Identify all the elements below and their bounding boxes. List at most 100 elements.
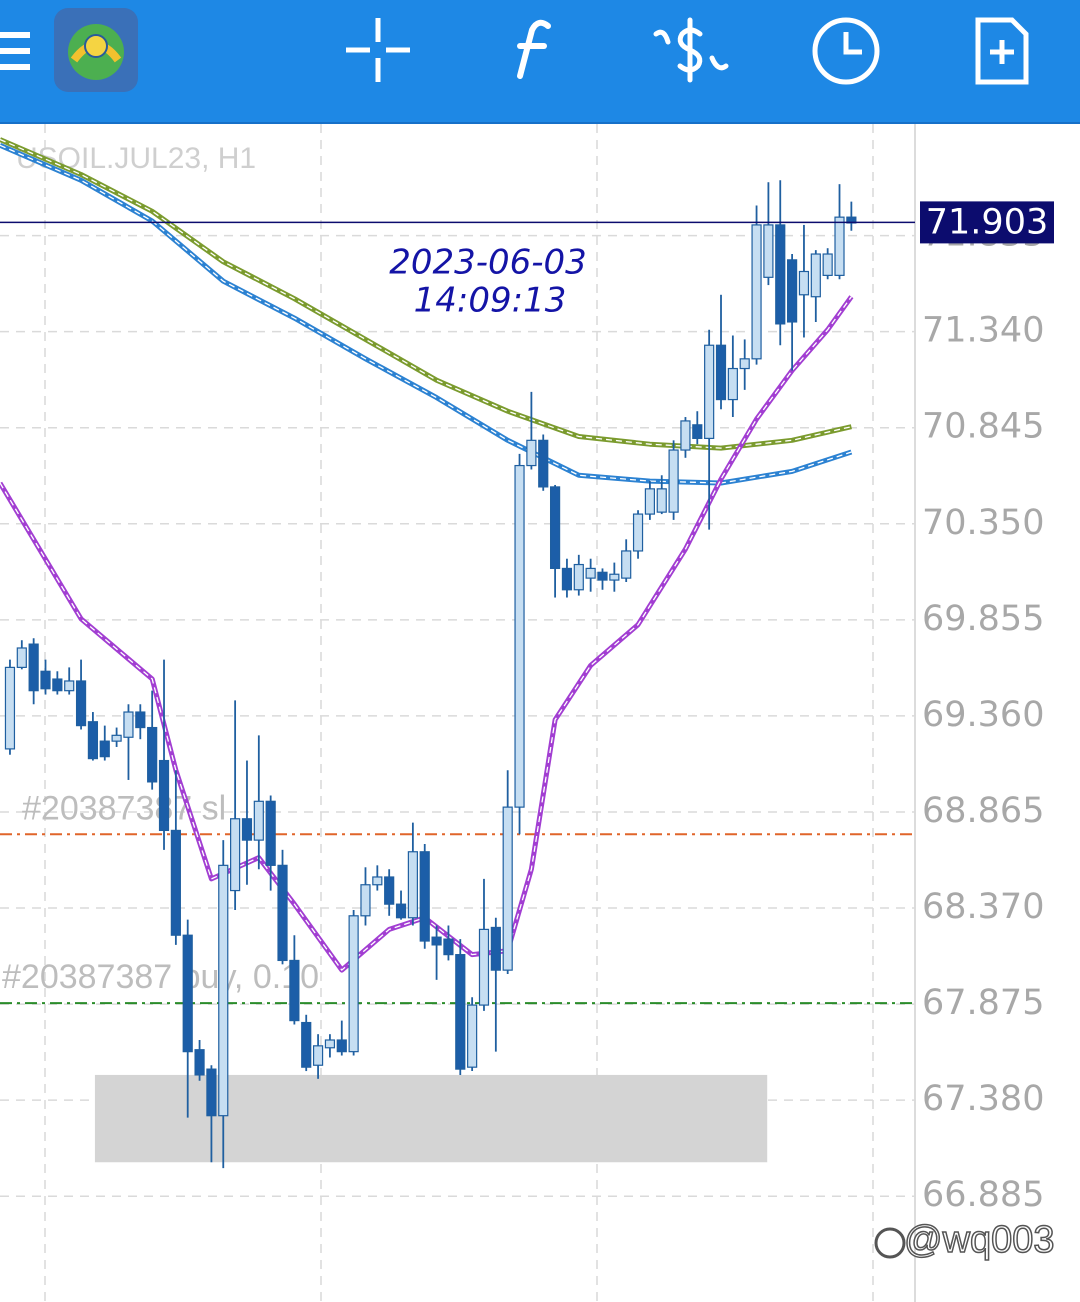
candle-body (40, 670, 51, 690)
y-tick-label: 68.370 (922, 887, 1044, 927)
candle-body (182, 934, 193, 1053)
candle-body (253, 800, 264, 841)
icon-clock-hands (843, 32, 862, 55)
new-order-button[interactable] (975, 17, 1029, 85)
candle-body (99, 740, 110, 758)
candle-body (490, 926, 501, 971)
candle-body (775, 224, 786, 325)
menu-bar (0, 64, 30, 70)
menu-button[interactable] (0, 32, 30, 70)
candle-body (360, 884, 371, 917)
candle-body (218, 864, 229, 1117)
icon-doc (975, 17, 1029, 85)
candle-body (28, 643, 39, 692)
candle-body (787, 259, 798, 323)
candle-body (585, 567, 596, 579)
candle-body (751, 224, 762, 360)
candle-body (336, 1039, 347, 1053)
candle-body (419, 851, 430, 942)
candle-body (230, 818, 241, 892)
candle-body (656, 488, 667, 513)
candle-body (135, 711, 146, 729)
candle-body (75, 680, 87, 727)
y-tick-label: 70.845 (922, 407, 1044, 447)
candle-body (431, 936, 442, 946)
order-label: #20387387 buy, 0.10 (2, 958, 319, 996)
menu-bar (0, 48, 30, 54)
candle-body (597, 571, 608, 581)
watermark: @wq003 (904, 1219, 1055, 1261)
candle-body (549, 486, 561, 570)
candle-body (514, 464, 525, 808)
icon-clock (812, 17, 880, 85)
trade-button[interactable] (653, 17, 729, 83)
candle-body (739, 358, 750, 370)
candle-body (111, 734, 122, 742)
toolbar (0, 0, 1080, 124)
price-box (920, 201, 1054, 244)
y-tick-label: 66.885 (922, 1175, 1044, 1215)
logo-coin (84, 34, 108, 58)
candle-body (52, 678, 63, 692)
indicators-button[interactable] (517, 19, 551, 79)
candle-body (348, 915, 359, 1053)
candle-body (16, 647, 27, 668)
server-date: 2023-06-03 (389, 243, 587, 283)
indicator-line-inner (0, 296, 852, 972)
y-tick-label: 69.855 (922, 599, 1044, 639)
order-label: #20387387 sl (22, 789, 226, 827)
y-tick-label: 71.340 (922, 311, 1044, 351)
y-tick-label: 70.350 (922, 503, 1044, 543)
candle-body (502, 806, 513, 971)
toolbar-icons (0, 8, 1029, 92)
candle-body (680, 420, 691, 451)
candle-body (526, 439, 537, 467)
indicator-line-inner (0, 138, 852, 449)
y-tick-label: 67.380 (922, 1079, 1044, 1119)
icon-arrow (653, 29, 671, 45)
candle-body (277, 864, 288, 962)
candle-body (822, 253, 833, 276)
candle-body (407, 851, 418, 919)
candle-body (64, 680, 75, 692)
server-time: 14:09:13 (414, 281, 567, 321)
candle-body (668, 449, 679, 513)
crosshair-button[interactable] (346, 18, 410, 82)
icon-arrow (709, 55, 729, 71)
candle-body (206, 1068, 217, 1117)
candle-body (573, 563, 584, 591)
candle-body (644, 488, 655, 515)
candle-body (834, 216, 845, 276)
candle-body (158, 759, 170, 832)
app-logo[interactable] (54, 8, 138, 92)
candle-body (324, 1039, 336, 1049)
candle-body (395, 903, 407, 919)
candle-body (810, 253, 821, 298)
y-tick-label: 67.875 (922, 983, 1044, 1023)
candle-body (715, 344, 727, 401)
zone (94, 1074, 768, 1163)
candle-body (692, 424, 703, 439)
candle-body (4, 666, 16, 750)
icon-f (517, 19, 551, 79)
candle-body (289, 959, 300, 1022)
candle-body (455, 954, 466, 1070)
candle-body (798, 270, 810, 296)
candle-body (621, 550, 632, 579)
candle-body (312, 1045, 324, 1066)
price-label: 71.903 (926, 202, 1048, 242)
candle-body (704, 344, 715, 439)
candle-body (372, 876, 383, 886)
y-tick-label: 69.360 (922, 695, 1044, 735)
candle-body (87, 721, 99, 760)
candle-body (384, 876, 395, 905)
history-button[interactable] (812, 17, 880, 85)
watermark-logo (874, 1227, 906, 1259)
candle-body (194, 1049, 205, 1076)
candle-body (561, 567, 573, 591)
candle-body (763, 224, 774, 278)
candle-body (727, 367, 738, 401)
y-tick-label: 68.865 (922, 791, 1044, 831)
